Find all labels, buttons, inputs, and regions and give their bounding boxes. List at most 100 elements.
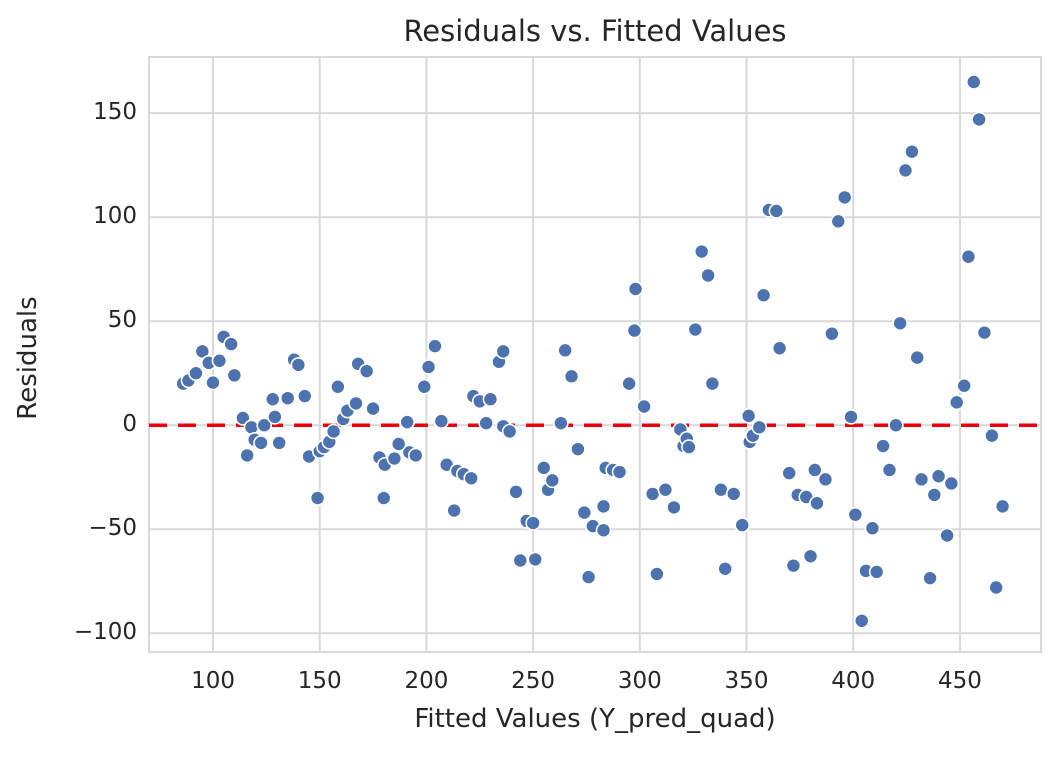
data-point — [446, 502, 462, 519]
data-point — [271, 435, 287, 451]
data-point — [824, 325, 840, 342]
data-point — [700, 267, 716, 284]
data-point — [843, 409, 859, 425]
data-point — [809, 495, 825, 512]
x-tick-label: 450 — [937, 668, 982, 694]
data-point — [223, 336, 239, 352]
data-point — [771, 340, 788, 357]
data-point — [704, 375, 721, 392]
data-point — [904, 143, 920, 160]
data-point — [681, 439, 697, 455]
data-point — [897, 162, 914, 179]
data-point — [482, 391, 499, 408]
data-point — [913, 471, 930, 488]
data-point — [501, 423, 518, 440]
data-point — [965, 74, 982, 90]
data-point — [943, 475, 960, 492]
data-point — [576, 504, 593, 521]
data-point — [365, 400, 381, 417]
data-point — [375, 490, 392, 506]
data-point — [830, 213, 847, 230]
x-tick-label: 200 — [404, 668, 449, 694]
data-point — [922, 570, 938, 586]
data-point — [836, 189, 853, 206]
data-point — [553, 415, 569, 431]
data-point — [416, 378, 433, 395]
data-point — [296, 388, 313, 404]
data-point — [399, 414, 416, 430]
data-point — [717, 560, 733, 577]
data-point — [666, 499, 682, 516]
data-point — [988, 579, 1004, 596]
data-point — [348, 395, 364, 412]
data-point — [563, 368, 580, 385]
data-point — [626, 322, 643, 339]
data-point — [755, 287, 772, 304]
data-point — [751, 419, 768, 436]
data-point — [427, 338, 443, 354]
x-tick-label: 350 — [724, 668, 769, 694]
data-point — [971, 111, 987, 128]
x-tick-label: 100 — [191, 668, 235, 694]
data-point — [892, 315, 908, 332]
y-tick-label: −100 — [73, 619, 137, 646]
y-tick-label: 50 — [107, 307, 137, 334]
data-point — [984, 427, 1000, 444]
data-point — [325, 423, 342, 440]
data-point — [768, 203, 785, 219]
data-point — [264, 391, 281, 408]
data-point — [478, 415, 494, 431]
data-point — [948, 394, 965, 411]
data-point — [525, 515, 541, 531]
plot-border — [148, 56, 1042, 653]
data-point — [853, 612, 870, 629]
data-point — [956, 377, 972, 394]
data-point — [868, 564, 885, 580]
data-point — [330, 378, 346, 395]
data-point — [267, 409, 283, 425]
data-point — [734, 517, 751, 533]
data-point — [740, 408, 757, 424]
data-point — [253, 435, 269, 451]
x-tick-label: 150 — [297, 668, 342, 694]
data-point — [657, 481, 674, 498]
data-point — [279, 390, 296, 406]
data-point — [358, 363, 375, 379]
x-tick-label: 250 — [511, 668, 556, 694]
data-point — [713, 481, 729, 498]
data-point — [781, 465, 797, 481]
data-point — [211, 352, 228, 369]
data-point — [595, 522, 612, 539]
data-point — [644, 486, 661, 502]
data-point — [611, 464, 628, 480]
y-tick-label: 100 — [93, 203, 137, 230]
data-point — [636, 398, 652, 415]
data-point — [785, 557, 802, 574]
data-point — [390, 436, 407, 452]
chart-title: Residuals vs. Fitted Values — [403, 14, 787, 48]
data-point — [725, 486, 742, 502]
data-point — [407, 447, 424, 464]
data-point — [290, 357, 307, 373]
data-point — [960, 248, 977, 265]
data-point — [386, 450, 403, 467]
data-point — [621, 375, 637, 392]
data-point — [693, 243, 710, 260]
data-point — [888, 417, 904, 434]
data-point — [463, 470, 480, 487]
data-point — [976, 324, 993, 341]
data-point — [188, 365, 204, 382]
data-point — [309, 490, 326, 506]
data-point — [512, 552, 529, 569]
data-point — [847, 506, 864, 523]
data-point — [909, 349, 926, 366]
data-point — [649, 566, 665, 582]
data-point — [508, 484, 524, 500]
data-point — [994, 498, 1011, 515]
data-point — [881, 462, 898, 478]
data-point — [595, 498, 612, 515]
data-point — [570, 441, 586, 457]
data-point — [864, 520, 881, 537]
